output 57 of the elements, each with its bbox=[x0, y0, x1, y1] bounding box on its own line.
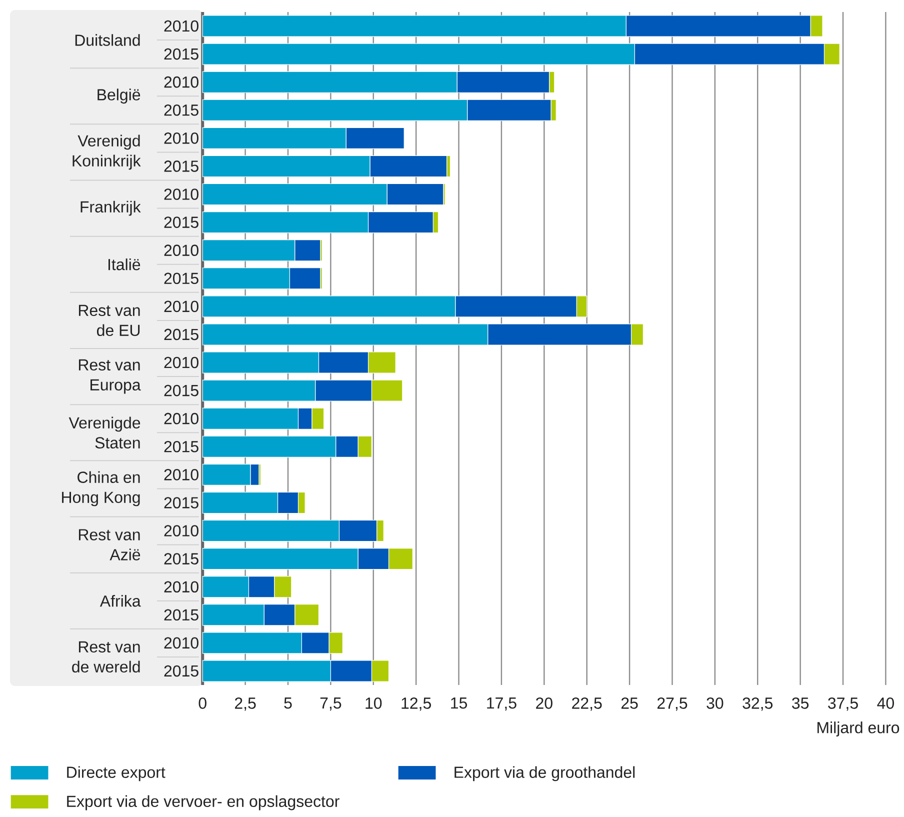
y-tick-label: 2010 bbox=[164, 412, 198, 424]
text: Verenigde Staten bbox=[68, 416, 140, 448]
y-tick-label: 2015 bbox=[164, 104, 198, 116]
x-tick-label: 20 bbox=[536, 698, 552, 709]
y-tick-label: 2015 bbox=[164, 216, 198, 228]
y-tick-label: 2015 bbox=[164, 497, 198, 508]
x-tick-label: 22,5 bbox=[572, 698, 602, 711]
x-tick-label: 12,5 bbox=[402, 698, 431, 711]
text: Frankrijk bbox=[80, 200, 141, 216]
x-tick-label: 2,5 bbox=[234, 698, 256, 711]
y-tick-label: 2010 bbox=[164, 300, 198, 312]
y-tick-label: 2015 bbox=[164, 384, 198, 396]
text: China en Hong Kong bbox=[62, 471, 140, 506]
y-tick-label: 2010 bbox=[164, 469, 198, 480]
y-tick-label: 2015 bbox=[164, 553, 198, 564]
x-tick-label: 40 bbox=[877, 698, 894, 709]
y-tick-label: 2015 bbox=[164, 48, 198, 60]
y-tick-label: 2010 bbox=[164, 132, 198, 144]
y-tick-label: 2015 bbox=[164, 665, 198, 677]
y-tick-label: 2010 bbox=[164, 525, 198, 536]
y-tick-label: 2010 bbox=[164, 20, 198, 32]
y-tick-label: 2010 bbox=[164, 188, 198, 200]
text: België bbox=[98, 88, 140, 104]
text: Rest van de EU bbox=[78, 304, 140, 336]
y-tick-label: 2010 bbox=[164, 356, 198, 368]
text: Afrika bbox=[100, 595, 141, 607]
y-tick-label: 2010 bbox=[164, 581, 198, 593]
x-tick-label: 17,5 bbox=[487, 698, 516, 711]
x-tick-label: 25 bbox=[621, 698, 638, 709]
text: Rest van Azië bbox=[78, 529, 140, 560]
legend-label: Directe export bbox=[67, 766, 166, 782]
x-tick-label: 27,5 bbox=[657, 698, 688, 711]
y-tick-label: 2015 bbox=[164, 328, 198, 340]
text: Duitsland bbox=[75, 34, 140, 46]
text: Verenigd Koninkrijk bbox=[72, 134, 141, 170]
x-tick-label: 32,5 bbox=[742, 698, 773, 711]
x-tick-label: 15 bbox=[451, 698, 467, 709]
x-tick-label: 0 bbox=[198, 698, 206, 709]
legend-label: Export via de groothandel bbox=[454, 766, 635, 782]
x-tick-label: 35 bbox=[792, 698, 809, 709]
y-tick-label: 2010 bbox=[164, 637, 198, 649]
x-tick-label: 5 bbox=[284, 698, 292, 709]
x-tick-label: 37,5 bbox=[828, 698, 858, 711]
y-tick-label: 2010 bbox=[164, 244, 198, 256]
text: Italië bbox=[108, 258, 140, 270]
x-tick-label: 30 bbox=[706, 698, 724, 709]
x-tick-label: 7,5 bbox=[320, 698, 342, 711]
y-tick-label: 2015 bbox=[164, 609, 198, 621]
text: Rest van de wereld bbox=[72, 641, 140, 673]
text: Rest van Europa bbox=[78, 359, 141, 394]
legend-label: Export via de vervoer- en opslagsector bbox=[67, 795, 340, 810]
x-tick-label: 10 bbox=[366, 698, 382, 709]
y-tick-label: 2010 bbox=[164, 76, 198, 88]
y-tick-label: 2015 bbox=[164, 160, 198, 172]
x-axis-title: Miljard euro bbox=[818, 722, 900, 736]
y-tick-label: 2015 bbox=[164, 272, 198, 284]
y-tick-label: 2015 bbox=[164, 440, 198, 452]
